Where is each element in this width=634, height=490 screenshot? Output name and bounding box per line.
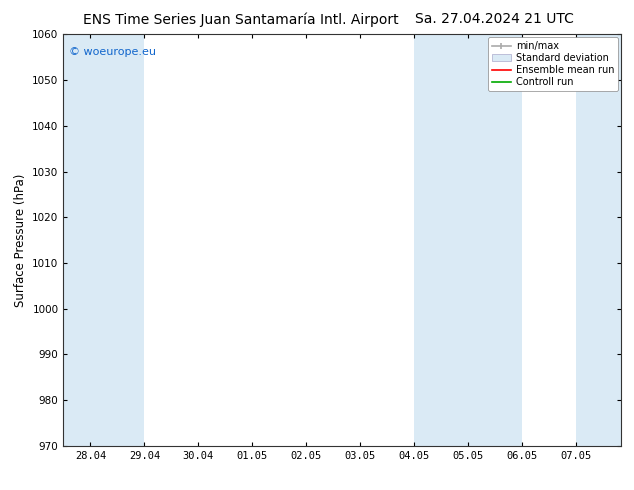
Legend: min/max, Standard deviation, Ensemble mean run, Controll run: min/max, Standard deviation, Ensemble me… [488, 37, 618, 91]
Text: Sa. 27.04.2024 21 UTC: Sa. 27.04.2024 21 UTC [415, 12, 574, 26]
Y-axis label: Surface Pressure (hPa): Surface Pressure (hPa) [14, 173, 27, 307]
Text: © woeurope.eu: © woeurope.eu [69, 47, 156, 57]
Text: ENS Time Series Juan Santamaría Intl. Airport: ENS Time Series Juan Santamaría Intl. Ai… [83, 12, 399, 27]
Bar [576, 34, 621, 446]
Bar [415, 34, 522, 446]
Bar [63, 34, 145, 446]
